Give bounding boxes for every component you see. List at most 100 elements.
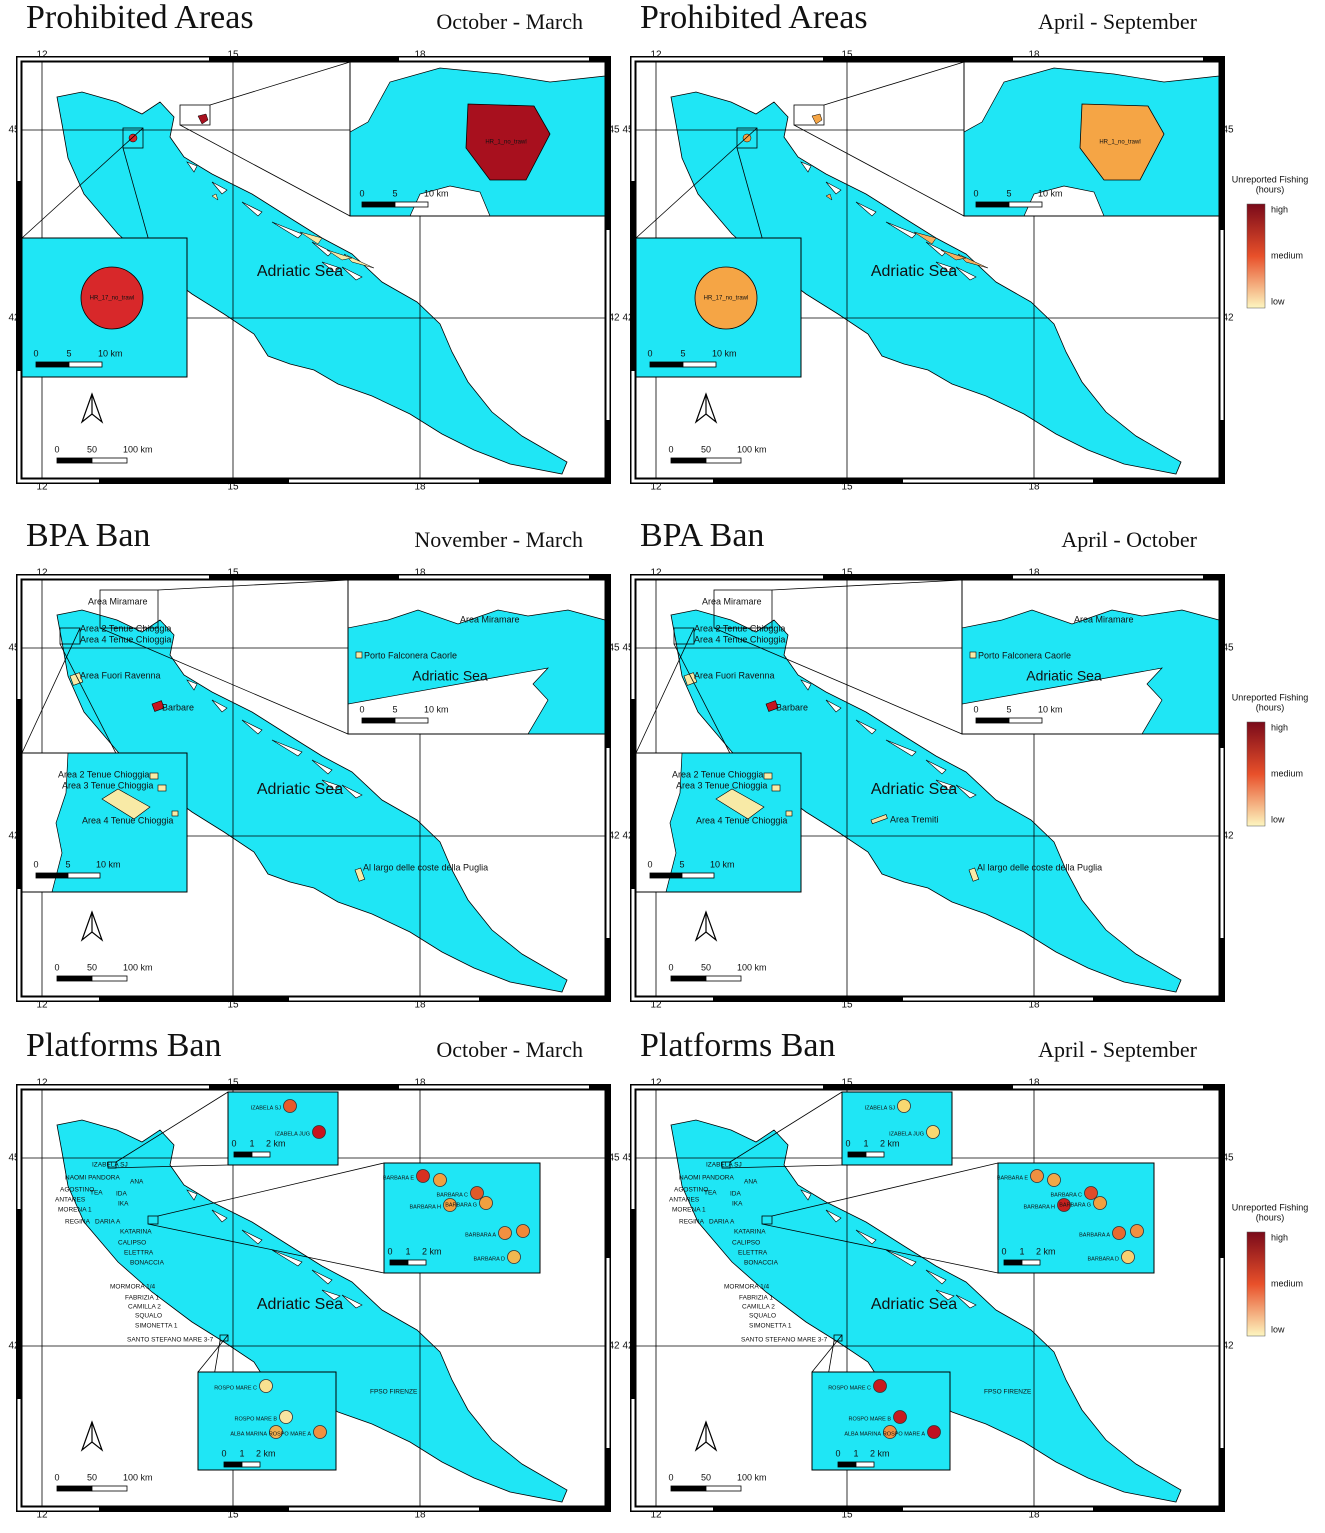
inset-frame bbox=[197, 1371, 337, 1471]
island bbox=[935, 261, 955, 273]
scale-bar bbox=[670, 457, 707, 464]
map-label: Area 3 Tenue Chioggia bbox=[62, 780, 153, 790]
scale-label: 50 bbox=[87, 962, 97, 972]
inset-scale-bar bbox=[251, 1151, 271, 1158]
lat-label: 42 bbox=[608, 313, 620, 324]
connector bbox=[635, 627, 695, 754]
island bbox=[186, 679, 198, 691]
map-label: Area Fuori Ravenna bbox=[80, 670, 161, 680]
panel-period: October - March bbox=[436, 9, 583, 34]
area-mark bbox=[149, 772, 159, 780]
inset-scale-label: 10 km bbox=[96, 859, 121, 869]
inset-map: ROSPO MARE C ROSPO MARE B ALBA MARINA ROSPO… bbox=[197, 1371, 337, 1471]
inset-frame bbox=[227, 1091, 339, 1166]
sea bbox=[56, 1119, 568, 1503]
connector bbox=[21, 627, 81, 754]
inset-scale-label: 1 bbox=[405, 1246, 410, 1256]
area-mark bbox=[151, 700, 165, 712]
legend-level: high bbox=[1271, 722, 1288, 732]
panel-period: October - March bbox=[436, 1037, 583, 1062]
platform bbox=[893, 1410, 907, 1424]
area-mark bbox=[765, 700, 779, 712]
connector bbox=[635, 127, 758, 239]
inset-scale-label: 1 bbox=[863, 1138, 868, 1148]
inset-scale-label: 5 bbox=[679, 859, 684, 869]
legend-level: low bbox=[1271, 1324, 1285, 1334]
island bbox=[211, 699, 228, 713]
inset-map: HR_17_no_trawl 0 5 10 km bbox=[21, 237, 188, 378]
island bbox=[241, 719, 263, 735]
lat-label: 42 bbox=[608, 1341, 620, 1352]
inset-scale-label: 1 bbox=[1019, 1246, 1024, 1256]
inset-scale-label: 5 bbox=[1006, 704, 1011, 714]
map-label: IDA bbox=[116, 1191, 128, 1198]
island bbox=[935, 1289, 955, 1301]
platform-label: ROSPO MARE C bbox=[214, 1385, 257, 1391]
platform bbox=[897, 1099, 911, 1113]
map-label: BONACCIA bbox=[744, 1260, 779, 1267]
panel-title: Platforms Ban bbox=[640, 1027, 835, 1064]
inset-scale-bar bbox=[394, 717, 429, 724]
island bbox=[321, 1289, 341, 1301]
inset-frame bbox=[811, 1371, 951, 1471]
map-frame bbox=[21, 1089, 606, 1507]
inset-scale-label: 10 km bbox=[424, 704, 449, 714]
platform bbox=[926, 1125, 940, 1139]
lon-label: 12 bbox=[650, 1078, 662, 1089]
platform bbox=[516, 1224, 530, 1238]
lat-label: 42 bbox=[1222, 831, 1234, 842]
platform bbox=[507, 1250, 521, 1264]
island bbox=[321, 779, 341, 791]
connector bbox=[21, 127, 144, 239]
map-label: ELETTRA bbox=[124, 1250, 154, 1257]
island bbox=[186, 1189, 198, 1201]
inset-scale-bar bbox=[35, 361, 70, 368]
map-label: FABRIZIA 1 bbox=[739, 1295, 773, 1302]
panel-period: April - October bbox=[1061, 527, 1197, 552]
platform-label: IZABELA SJ bbox=[865, 1105, 896, 1111]
scale-label: 100 km bbox=[737, 444, 767, 454]
map-label: SANTO STEFANO MARE 3-7 bbox=[127, 1337, 214, 1344]
connector bbox=[811, 1334, 843, 1373]
map-label: DARIA A bbox=[95, 1219, 121, 1226]
lon-label: 15 bbox=[227, 482, 239, 493]
inset-scale-bar bbox=[223, 1461, 243, 1468]
lon-label: 18 bbox=[1028, 1078, 1040, 1089]
lon-label: 12 bbox=[36, 1078, 48, 1089]
sea bbox=[56, 91, 568, 475]
map-frame bbox=[635, 579, 1220, 997]
restricted-area bbox=[940, 249, 967, 261]
island bbox=[341, 1294, 363, 1309]
panel-title: BPA Ban bbox=[640, 517, 764, 554]
scale-label: 0 bbox=[54, 1472, 59, 1482]
lon-label: 15 bbox=[227, 1000, 239, 1011]
extent-box bbox=[833, 1334, 843, 1342]
map-label: FPSO FIRENZE bbox=[370, 1389, 418, 1396]
lon-label: 18 bbox=[1028, 1510, 1040, 1521]
map-panel: BPA Ban April - October 12 12 15 15 18 18 45 45 42… bbox=[622, 517, 1234, 1011]
map-label: TEA bbox=[90, 1190, 103, 1197]
island bbox=[925, 241, 947, 257]
inset-map: BARBARA E BARBARA C BARBARA H BARBARA G BARB… bbox=[997, 1162, 1155, 1274]
sea-label: Adriatic Sea bbox=[257, 263, 343, 280]
map-label: ELETTRA bbox=[738, 1250, 768, 1257]
scale-bar bbox=[705, 457, 742, 464]
lon-label: 18 bbox=[1028, 50, 1040, 61]
map-label: SIMONETTA 1 bbox=[135, 1323, 178, 1330]
platform-label: ROSPO MARE B bbox=[235, 1416, 278, 1422]
inset-scale-label: 2 km bbox=[266, 1138, 286, 1148]
extent-box bbox=[179, 104, 211, 126]
map-label: Porto Falconera Caorle bbox=[978, 650, 1071, 660]
lat-label: 45 bbox=[1222, 643, 1234, 654]
map-label: IZABELA SJ bbox=[706, 1162, 742, 1169]
map-label: Porto Falconera Caorle bbox=[364, 650, 457, 660]
connector bbox=[115, 1091, 229, 1163]
map-label: IKA bbox=[118, 1201, 129, 1208]
panel-title: Prohibited Areas bbox=[26, 0, 254, 36]
map-label: ANTARES bbox=[55, 1197, 86, 1204]
area-mark bbox=[742, 133, 752, 143]
restricted-area bbox=[326, 249, 353, 261]
legend-level: high bbox=[1271, 1232, 1288, 1242]
panel-period: November - March bbox=[414, 527, 583, 552]
area-mark bbox=[80, 266, 144, 330]
